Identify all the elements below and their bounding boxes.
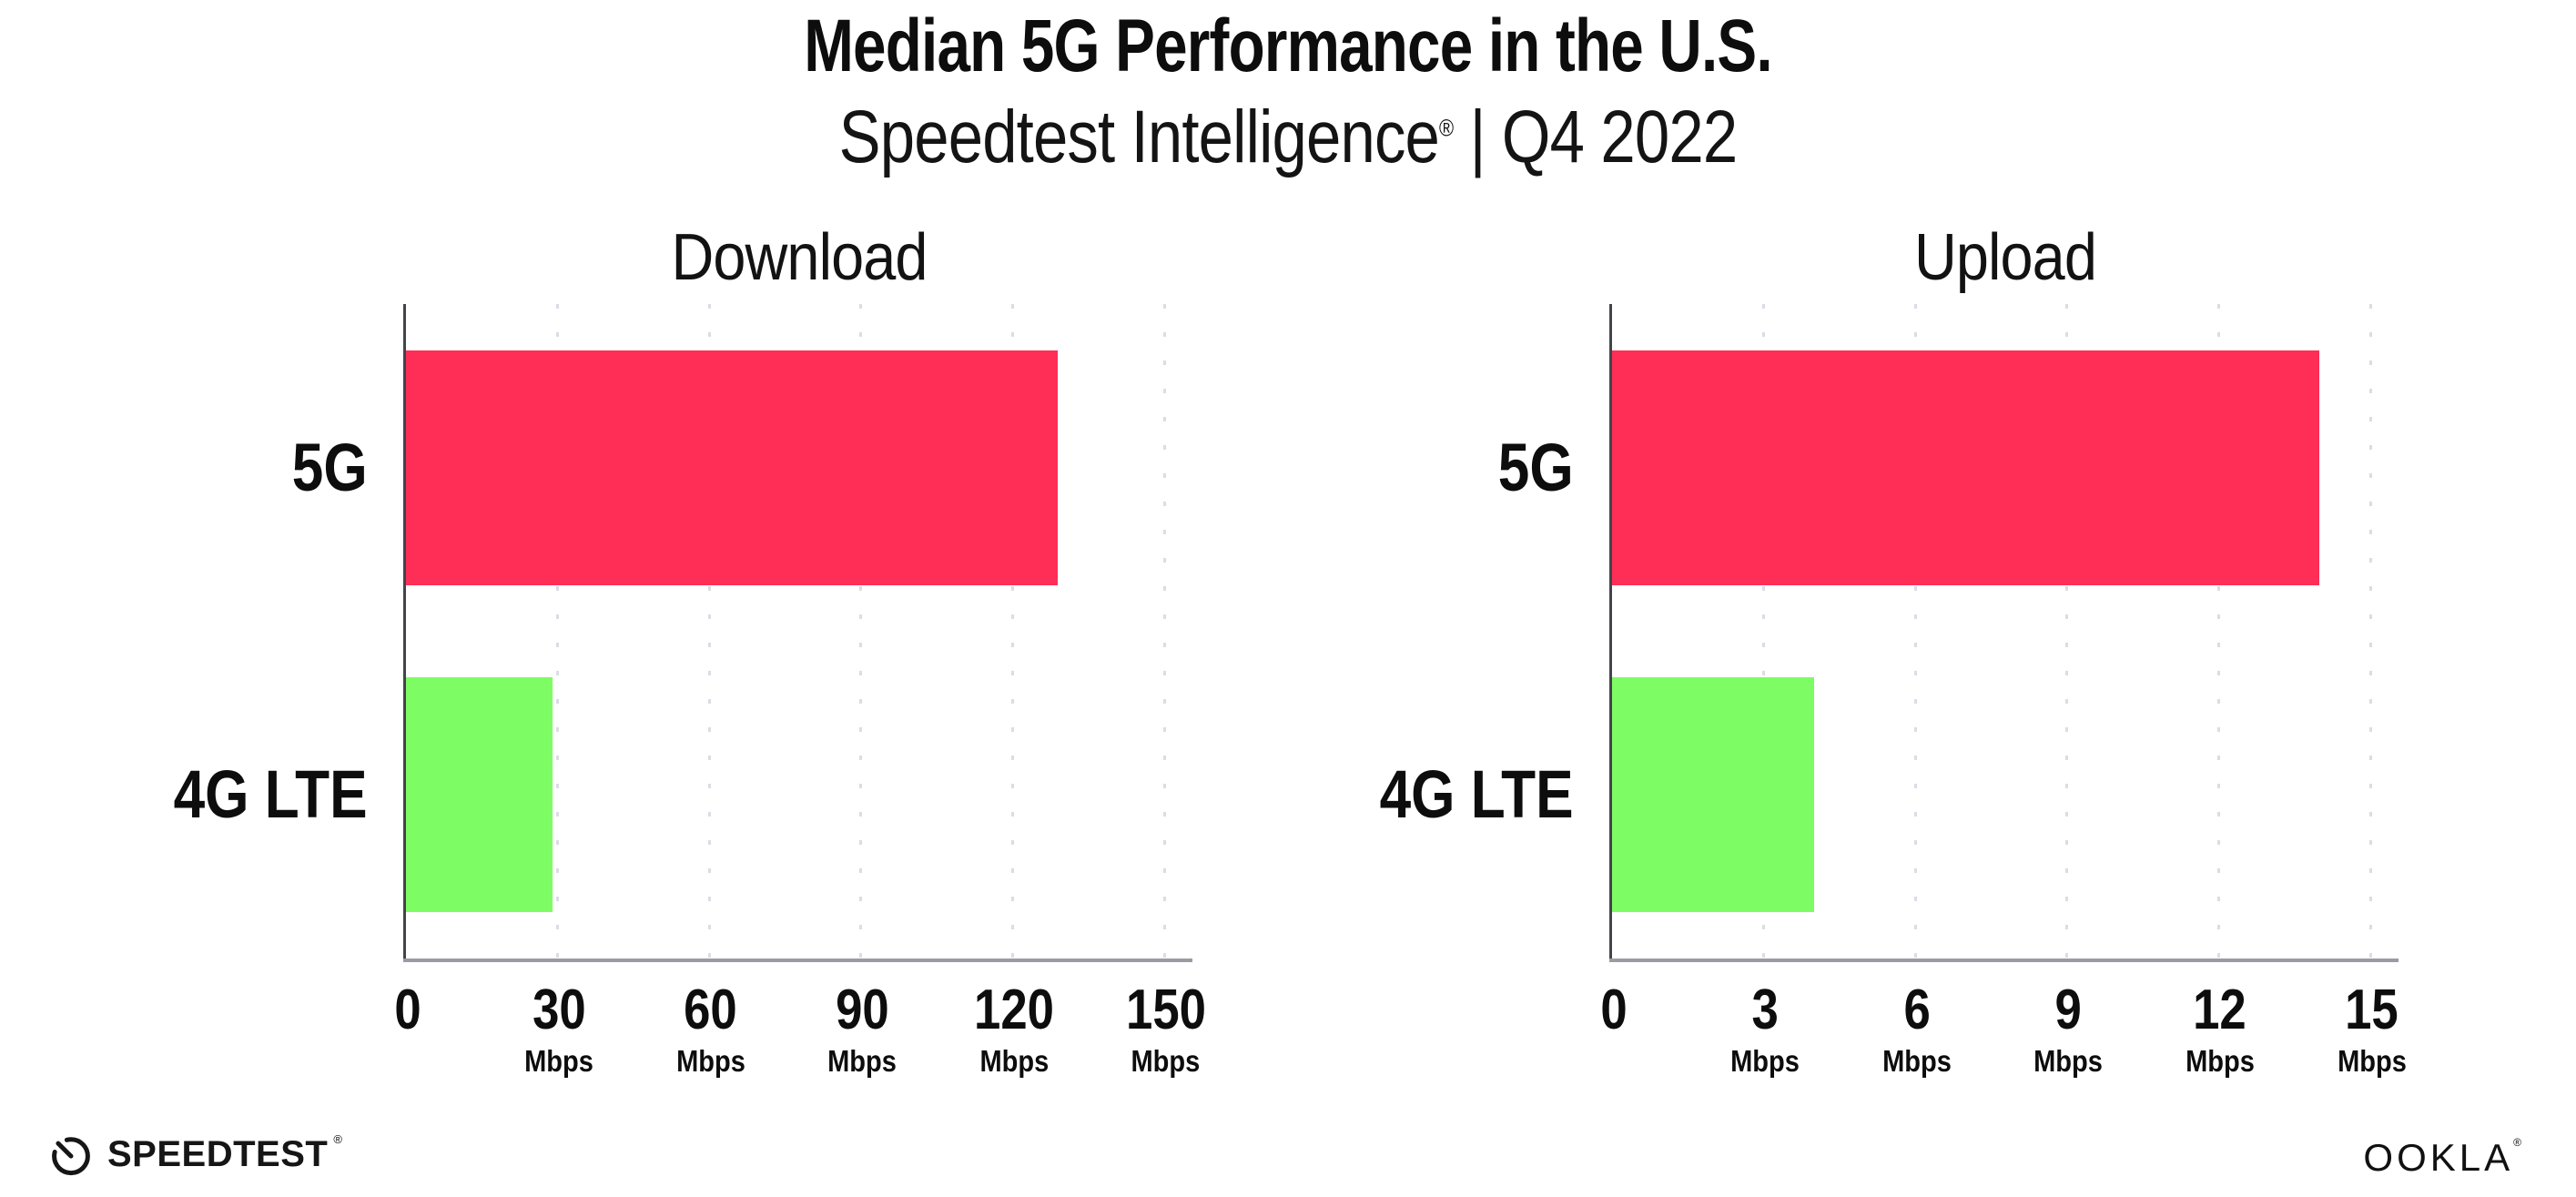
tick-unit-text: Mbps	[675, 1044, 745, 1078]
tick-unit-text: Mbps	[524, 1044, 594, 1078]
tick-value: 30	[532, 979, 586, 1041]
x-tick-120: 120 Mbps	[967, 979, 1060, 1077]
tick-value: 15	[2345, 979, 2399, 1041]
subtitle-period: | Q4 2022	[1453, 96, 1739, 178]
tick-unit-text: Mbps	[2033, 1044, 2104, 1078]
gridline-150	[1162, 304, 1166, 959]
x-tick-6: 6 Mbps	[1878, 979, 1956, 1077]
tick-unit: Mbps	[2029, 1046, 2107, 1076]
ookla-wordmark: OOKLA	[2363, 1136, 2514, 1179]
tick-unit: Mbps	[2332, 1046, 2410, 1076]
category-label-4g-lte: 4G LTE	[55, 740, 368, 849]
tick-value: 120	[973, 979, 1054, 1041]
y-axis-line	[403, 304, 406, 959]
tick-value: 12	[2193, 979, 2247, 1041]
speedtest-logo: SPEEDTEST ®	[47, 1131, 342, 1178]
tick-unit-text: Mbps	[1730, 1044, 1800, 1078]
tick-unit-text: Mbps	[1131, 1044, 1201, 1078]
download-chart: Download 5G 4G LTE 0 30 Mbps 60 Mbps 90 Mbps 120 Mb…	[55, 218, 1205, 1138]
ookla-logo: OOKLA ®	[2363, 1136, 2525, 1180]
tick-value: 0	[393, 979, 421, 1041]
category-label-text: 4G LTE	[1380, 756, 1574, 833]
bar-4g-lte	[406, 677, 553, 913]
x-axis-line	[1609, 959, 2399, 962]
bar-5g	[406, 350, 1059, 585]
x-axis-line	[403, 959, 1192, 962]
x-tick-60: 60 Mbps	[672, 979, 750, 1077]
x-tick-15: 15 Mbps	[2332, 979, 2410, 1077]
gridline-30	[556, 304, 560, 959]
subtitle-brand: Speedtest Intelligence	[838, 96, 1440, 178]
tick-value: 60	[684, 979, 737, 1041]
x-tick-0: 0	[391, 982, 422, 1039]
chart-title: Download	[671, 221, 928, 294]
gridline-3	[1762, 304, 1766, 959]
chart-title: Upload	[1914, 221, 2097, 294]
tick-unit: Mbps	[823, 1046, 901, 1076]
tick-value: 90	[835, 979, 889, 1041]
tick-unit: Mbps	[967, 1046, 1060, 1076]
gridline-12	[2216, 304, 2220, 959]
tick-unit-text: Mbps	[827, 1044, 898, 1078]
tick-unit: Mbps	[2181, 1046, 2259, 1076]
x-tick-90: 90 Mbps	[823, 979, 901, 1077]
gridline-9	[2065, 304, 2069, 959]
bar-5g	[1612, 350, 2320, 585]
tick-value: 0	[1599, 979, 1628, 1041]
upload-chart: Upload 5G 4G LTE 0 3 Mbps 6 Mbps 9 Mbps 12 Mbps 15 Mb…	[1261, 218, 2406, 1138]
registered-mark: ®	[333, 1132, 342, 1146]
page-subtitle: Speedtest Intelligence® | Q4 2022	[206, 96, 2369, 178]
gridline-60	[707, 304, 711, 959]
y-axis-line	[1609, 304, 1612, 959]
category-label-5g: 5G	[1261, 413, 1574, 522]
tick-unit: Mbps	[1119, 1046, 1212, 1076]
category-label-text: 5G	[1498, 429, 1574, 505]
page-title: Median 5G Performance in the U.S.	[804, 5, 1772, 87]
tick-unit-text: Mbps	[2337, 1044, 2407, 1078]
x-tick-9: 9 Mbps	[2029, 979, 2107, 1077]
tick-unit-text: Mbps	[2185, 1044, 2255, 1078]
tick-value: 3	[1751, 979, 1779, 1041]
x-tick-0: 0	[1597, 982, 1628, 1039]
x-tick-150: 150 Mbps	[1119, 979, 1212, 1077]
tick-unit: Mbps	[520, 1046, 598, 1076]
tick-unit: Mbps	[672, 1046, 750, 1076]
category-label-text: 4G LTE	[174, 756, 368, 833]
tick-unit: Mbps	[1878, 1046, 1956, 1076]
gridline-15	[2368, 304, 2372, 959]
speedtest-wordmark: SPEEDTEST	[107, 1133, 329, 1174]
plot-area	[1609, 304, 2399, 962]
gridline-90	[859, 304, 863, 959]
bar-4g-lte	[1612, 677, 1815, 913]
x-tick-12: 12 Mbps	[2181, 979, 2259, 1077]
category-label-text: 5G	[292, 429, 368, 505]
category-label-5g: 5G	[55, 413, 368, 522]
tick-unit-text: Mbps	[979, 1044, 1049, 1078]
speedtest-gauge-icon	[52, 1137, 90, 1176]
registered-mark: ®	[2513, 1136, 2525, 1149]
x-tick-30: 30 Mbps	[520, 979, 598, 1077]
plot-area	[403, 304, 1192, 962]
tick-unit: Mbps	[1726, 1046, 1804, 1076]
tick-value: 9	[2054, 979, 2082, 1041]
gridline-120	[1010, 304, 1014, 959]
category-label-4g-lte: 4G LTE	[1261, 740, 1574, 849]
tick-value: 150	[1125, 979, 1206, 1041]
x-tick-3: 3 Mbps	[1726, 979, 1804, 1077]
tick-value: 6	[1903, 979, 1931, 1041]
registered-mark: ®	[1439, 114, 1454, 142]
gridline-6	[1913, 304, 1917, 959]
tick-unit-text: Mbps	[1881, 1044, 1952, 1078]
